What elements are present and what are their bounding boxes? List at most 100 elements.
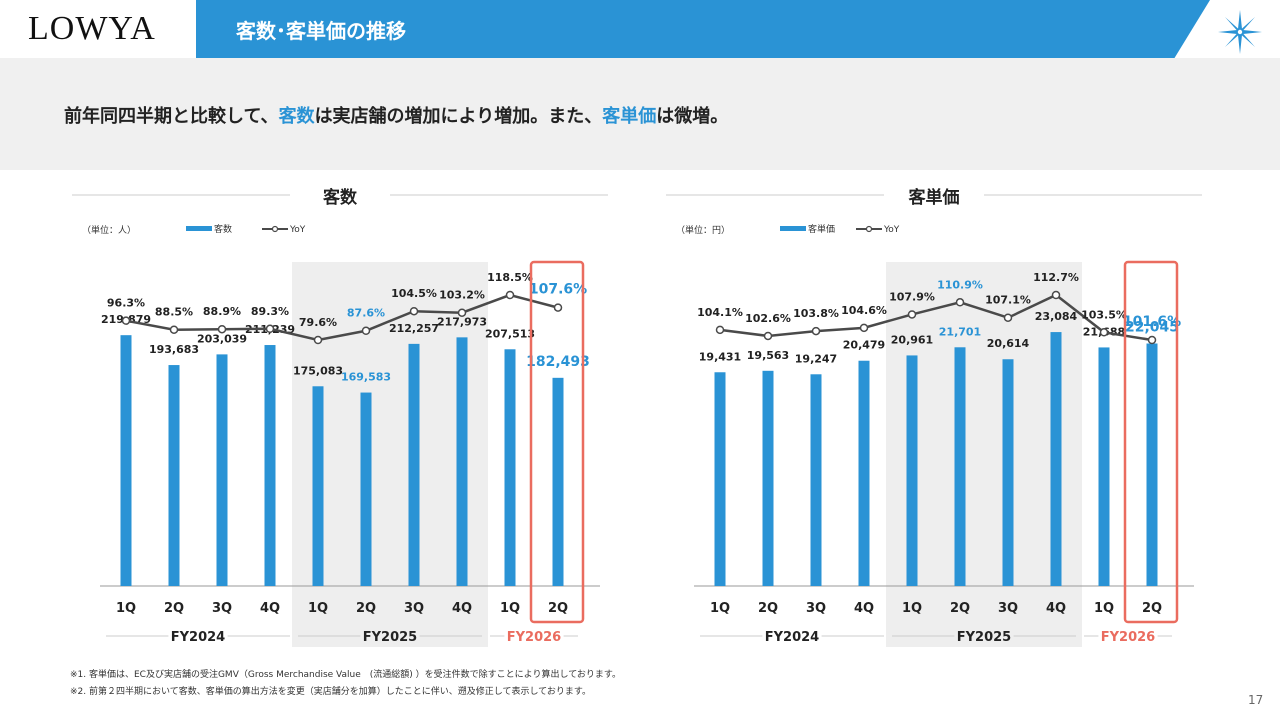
- compass-star-icon: [1218, 10, 1262, 54]
- header: LOWYA 客数･客単価の推移: [0, 0, 1280, 58]
- yoy-point: [1147, 335, 1157, 345]
- legend-bar-label: 客単価: [808, 223, 835, 235]
- yoy-label: 103.8%: [793, 307, 839, 320]
- yoy-point: [313, 335, 323, 345]
- unit-label: （単位：円）: [676, 224, 730, 236]
- yoy-label: 79.6%: [299, 316, 337, 329]
- unit-price-chart: 客単価 （単位：円） 客単価 YoY 19,431 19,563 19,247 20,479 2…: [666, 187, 1202, 647]
- yoy-point: [217, 324, 227, 334]
- bar: [714, 372, 726, 586]
- yoy-point: [811, 326, 821, 336]
- yoy-point: [169, 325, 179, 334]
- bar-value-label: 23,084: [1035, 310, 1078, 323]
- x-tick-label: 3Q: [998, 601, 1018, 616]
- bar: [1098, 347, 1110, 586]
- fiscal-year-label: FY2026: [507, 630, 561, 645]
- bar-value-label: 20,614: [987, 337, 1030, 350]
- bar: [360, 392, 372, 586]
- yoy-line: [125, 293, 559, 342]
- current-quarter-frame: [1123, 260, 1179, 624]
- bar: [216, 354, 228, 586]
- yoy-point: [361, 326, 371, 335]
- yoy-label: 103.5%: [1081, 308, 1127, 321]
- x-tick-label: 1Q: [500, 601, 520, 616]
- fiscal-year-label: FY2024: [765, 630, 819, 645]
- bar-value-label: 175,083: [293, 364, 343, 377]
- legend-marker: [271, 225, 279, 233]
- bar: [552, 377, 564, 586]
- bar: [1002, 359, 1014, 586]
- yoy-label: 87.6%: [347, 307, 385, 320]
- yoy-label: 89.3%: [251, 305, 289, 318]
- bar-value-label: 212,257: [389, 322, 439, 335]
- legend-line-label: YoY: [883, 225, 900, 235]
- bar: [954, 347, 966, 586]
- yoy-point: [859, 323, 869, 333]
- bar-value-label: 207,513: [485, 327, 535, 340]
- bar: [1146, 343, 1158, 586]
- yoy-point: [1099, 328, 1109, 337]
- yoy-point: [265, 324, 275, 334]
- x-tick-label: 1Q: [710, 601, 730, 616]
- yoy-point: [1051, 290, 1061, 300]
- bar-value-label: 203,039: [197, 332, 247, 345]
- yoy-point: [553, 303, 563, 312]
- x-tick-label: 4Q: [854, 601, 874, 616]
- x-tick-label: 2Q: [758, 601, 778, 616]
- bar-value-label: 19,431: [699, 350, 741, 363]
- x-tick-label: 2Q: [1142, 601, 1162, 616]
- bar: [456, 337, 468, 586]
- bar-value-label: 19,247: [795, 352, 837, 365]
- fiscal-year-label: FY2024: [171, 630, 225, 645]
- yoy-label: 96.3%: [107, 297, 145, 310]
- yoy-label: 107.9%: [889, 290, 935, 303]
- footnotes: ※1. 客単価は、EC及び実店舗の受注GMV（Gross Merchandise…: [70, 667, 621, 701]
- subheading: 前年同四半期と比較して、客数は実店舗の増加により増加。また、客単価は微増。: [64, 102, 728, 128]
- bar: [504, 349, 516, 586]
- legend-line-label: YoY: [289, 225, 306, 235]
- bar: [264, 345, 276, 586]
- unit-label: （単位：人）: [82, 224, 136, 236]
- bar: [858, 360, 870, 586]
- bar-value-label: 20,961: [891, 333, 933, 346]
- page-title: 客数･客単価の推移: [236, 19, 406, 43]
- yoy-point: [955, 298, 965, 307]
- legend-bar-label: 客数: [214, 223, 232, 235]
- bar: [1050, 332, 1062, 586]
- bar-value-label: 182,493: [526, 354, 590, 370]
- fiscal-year-label: FY2025: [363, 630, 417, 645]
- brand-logo: LOWYA: [28, 10, 156, 47]
- yoy-label: 103.2%: [439, 289, 485, 302]
- yoy-label: 104.5%: [391, 287, 437, 300]
- bar-value-label: 169,583: [341, 371, 391, 384]
- x-tick-label: 1Q: [308, 601, 328, 616]
- chart-title: 客数: [322, 187, 358, 208]
- x-tick-label: 1Q: [902, 601, 922, 616]
- yoy-point: [1003, 313, 1013, 322]
- x-tick-label: 1Q: [116, 601, 136, 616]
- yoy-point: [457, 308, 467, 317]
- subheading-part: は実店舗の増加により増加。また、: [314, 106, 603, 127]
- bar-value-label: 19,563: [747, 349, 789, 362]
- yoy-label: 107.6%: [529, 282, 587, 298]
- bar: [906, 355, 918, 586]
- bar-value-label: 193,683: [149, 343, 199, 356]
- x-tick-label: 4Q: [260, 601, 280, 616]
- chart-title: 客単価: [908, 187, 960, 208]
- yoy-label: 88.9%: [203, 305, 241, 318]
- yoy-label: 112.7%: [1033, 271, 1079, 284]
- page-number: 17: [1248, 693, 1264, 707]
- yoy-point: [715, 325, 725, 335]
- subheading-band: [0, 58, 1280, 170]
- yoy-label: 104.1%: [697, 306, 743, 319]
- subheading-part: は微増。: [656, 106, 729, 127]
- x-tick-label: 2Q: [950, 601, 970, 616]
- x-tick-label: 3Q: [212, 601, 232, 616]
- bar: [810, 374, 822, 586]
- x-tick-label: 2Q: [548, 601, 568, 616]
- x-tick-label: 3Q: [404, 601, 424, 616]
- customer-count-chart: 客数（単位：人）客数YoY219,879193,683203,039211,23…: [72, 187, 608, 647]
- yoy-point: [409, 306, 419, 316]
- yoy-label: 101.6%: [1123, 314, 1181, 330]
- legend-bar-swatch: [780, 226, 806, 231]
